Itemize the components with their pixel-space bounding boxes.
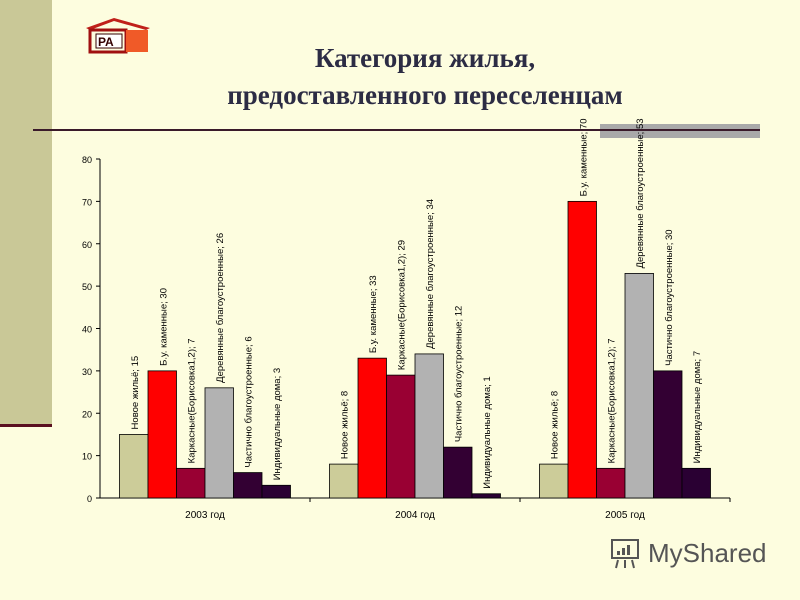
x-tick-label: 2005 год [605,510,645,521]
bar [471,493,501,499]
data-label: Новое жильё; 8 [550,391,561,459]
y-tick-label: 10 [82,452,92,462]
presentation-icon [611,539,639,569]
data-label: Индивидуальные дома; 7 [692,351,703,463]
data-label: Каркасные(Борисовка1,2); 29 [397,240,408,370]
y-tick-label: 30 [82,367,92,377]
left-decor-line [0,424,52,427]
data-label: Частично благоустроенные; 12 [454,306,465,442]
data-label: Б.у. каменные; 70 [578,119,589,197]
bar [443,446,473,499]
data-label: Б.у. каменные; 33 [368,275,379,353]
bar [329,463,359,499]
data-label: Частично благоустроенные; 6 [244,336,255,467]
x-tick-label: 2003 год [185,510,225,521]
bar [681,467,711,499]
watermark-text: MyShared [648,537,767,568]
header-divider [33,129,760,131]
y-tick-label: 80 [82,155,92,165]
logo-text: РА [98,35,114,49]
data-label: Новое жильё; 8 [340,391,351,459]
data-label: Каркасные(Борисовка1,2); 7 [607,338,618,463]
data-label: Каркасные(Борисовка1,2); 7 [187,338,198,463]
bar [596,467,626,499]
y-tick-label: 60 [82,240,92,250]
data-label: Деревянные благоустроенные; 26 [215,233,226,383]
bar [204,387,234,499]
data-label: Деревянные благоустроенные; 34 [425,199,436,349]
bar [357,357,387,499]
bar [539,463,569,499]
y-tick-label: 40 [82,325,92,335]
title-line-1: Категория жилья, [314,43,536,73]
y-tick-label: 20 [82,409,92,419]
bar [233,472,263,499]
data-label: Новое жильё; 15 [130,356,141,430]
data-label: Деревянные благоустроенные; 53 [635,118,646,268]
data-label: Индивидуальные дома; 3 [272,368,283,480]
data-label: Частично благоустроенные; 30 [664,229,675,365]
left-decor-band [0,0,52,425]
watermark: MyShared [608,536,767,570]
bar [624,273,654,499]
bar [176,467,206,499]
bar [147,370,177,499]
logo: РА [84,16,154,61]
x-tick-label: 2004 год [395,510,435,521]
data-label: Индивидуальные дома; 1 [482,376,493,488]
bar [653,370,683,499]
bar [386,374,416,499]
y-tick-label: 0 [87,494,92,504]
title-line-2: предоставленного переселенцам [227,80,623,110]
y-tick-label: 50 [82,282,92,292]
header-decor-block [600,124,760,138]
bar [414,353,444,499]
bar [567,200,597,499]
y-tick-label: 70 [82,197,92,207]
page-title: Категория жилья, предоставленного пересе… [150,40,700,114]
data-label: Б.у. каменные; 30 [158,288,169,366]
bar [261,484,291,499]
bar [119,434,149,499]
